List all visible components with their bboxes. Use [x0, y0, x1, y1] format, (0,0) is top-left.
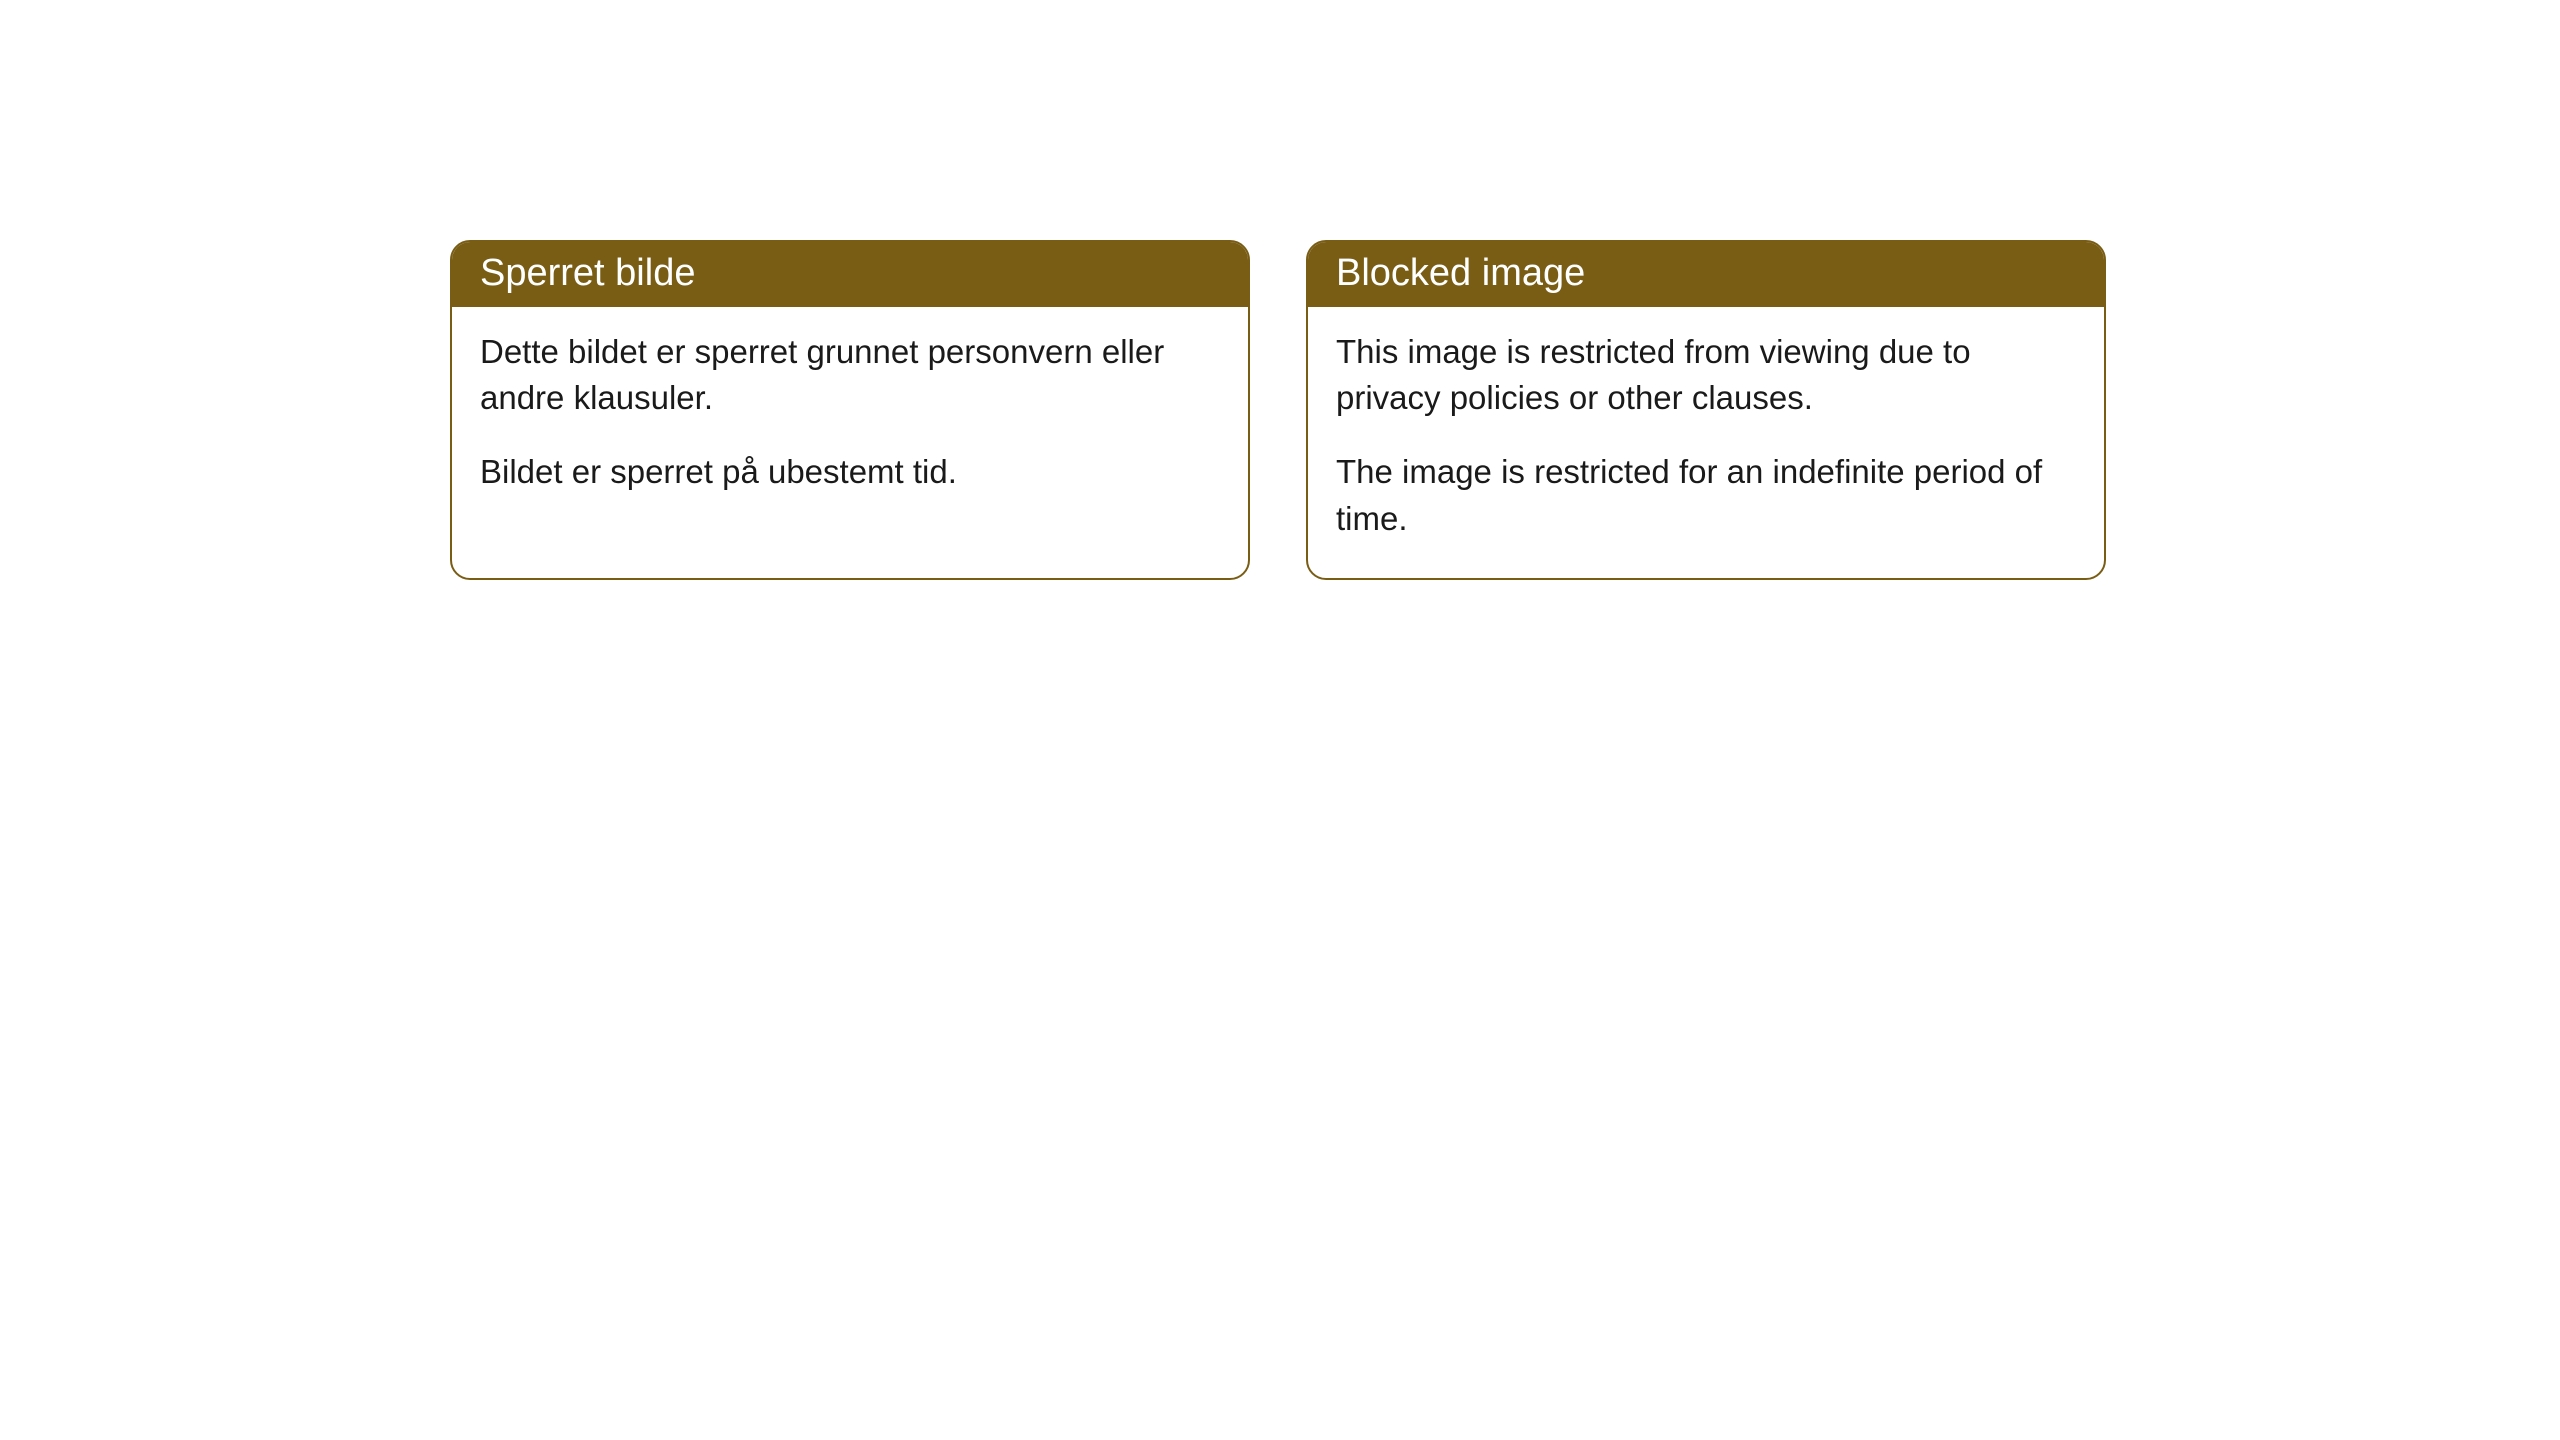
card-paragraph: This image is restricted from viewing du…: [1336, 329, 2076, 421]
card-body: This image is restricted from viewing du…: [1308, 307, 2104, 578]
card-header: Sperret bilde: [452, 242, 1248, 307]
card-paragraph: Bildet er sperret på ubestemt tid.: [480, 449, 1220, 495]
card-title: Sperret bilde: [480, 252, 695, 294]
notice-cards-container: Sperret bilde Dette bildet er sperret gr…: [0, 0, 2560, 580]
card-paragraph: Dette bildet er sperret grunnet personve…: [480, 329, 1220, 421]
notice-card-norwegian: Sperret bilde Dette bildet er sperret gr…: [450, 240, 1250, 580]
card-paragraph: The image is restricted for an indefinit…: [1336, 449, 2076, 541]
card-body: Dette bildet er sperret grunnet personve…: [452, 307, 1248, 532]
card-title: Blocked image: [1336, 252, 1585, 294]
notice-card-english: Blocked image This image is restricted f…: [1306, 240, 2106, 580]
card-header: Blocked image: [1308, 242, 2104, 307]
